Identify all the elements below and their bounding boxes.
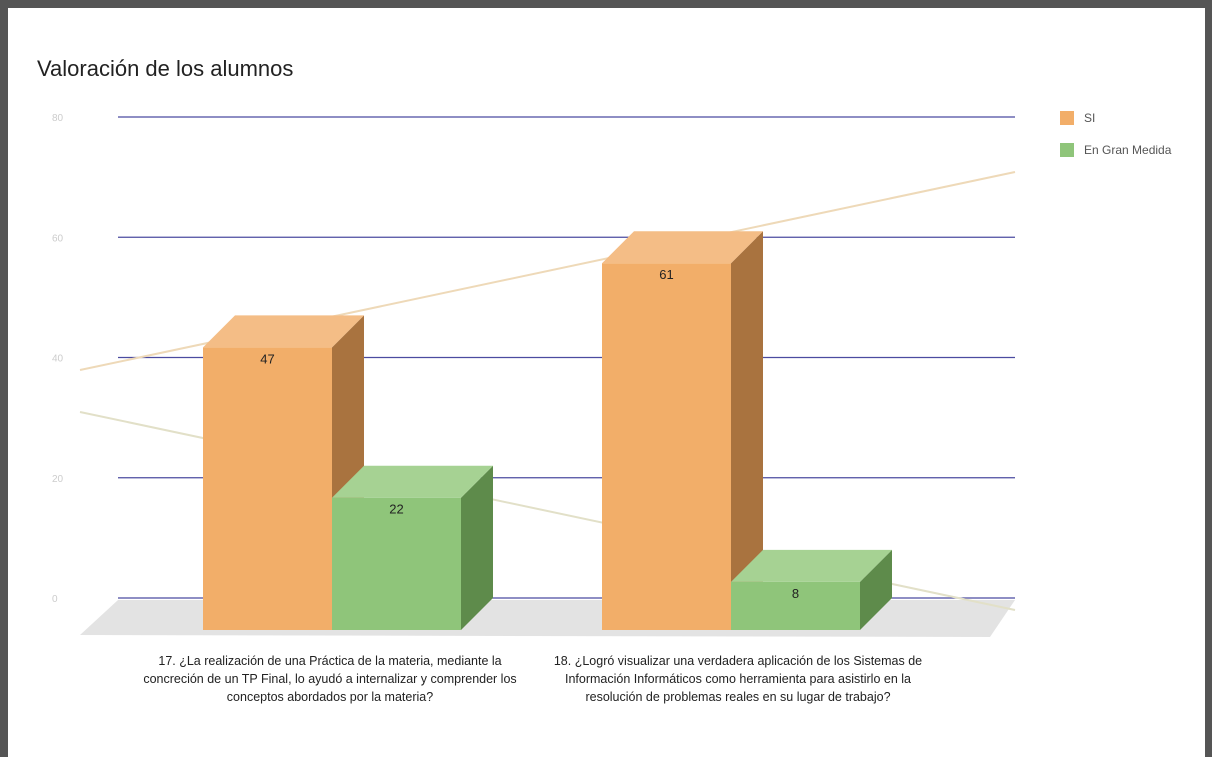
bar-front xyxy=(332,497,461,630)
bar-top xyxy=(731,549,892,582)
category-label-17: 17. ¿La realización de una Práctica de l… xyxy=(143,654,517,704)
bar-top xyxy=(602,231,763,264)
y-tick-label: 60 xyxy=(52,233,64,244)
data-label: 8 xyxy=(792,586,799,601)
legend-label: SI xyxy=(1084,111,1095,125)
data-label: 22 xyxy=(389,502,403,517)
data-label: 47 xyxy=(260,351,274,366)
y-tick-label: 0 xyxy=(52,594,58,605)
legend-swatch xyxy=(1060,143,1074,157)
legend-label: En Gran Medida xyxy=(1084,143,1172,157)
bar-side xyxy=(461,465,493,630)
bar-side xyxy=(731,231,763,631)
chart-title: Valoración de los alumnos xyxy=(37,56,294,81)
bar-side xyxy=(860,549,892,630)
bar-top xyxy=(332,465,493,498)
legend-swatch xyxy=(1060,111,1074,125)
bar-front xyxy=(731,581,860,630)
bar-front xyxy=(203,347,332,630)
y-tick-label: 80 xyxy=(52,113,64,124)
y-tick-label: 20 xyxy=(52,474,64,485)
data-label: 61 xyxy=(659,267,673,282)
y-tick-label: 40 xyxy=(52,354,64,365)
bar-top xyxy=(203,315,364,348)
category-label-18: 18. ¿Logró visualizar una verdadera apli… xyxy=(553,654,923,704)
bar-front xyxy=(602,263,731,630)
